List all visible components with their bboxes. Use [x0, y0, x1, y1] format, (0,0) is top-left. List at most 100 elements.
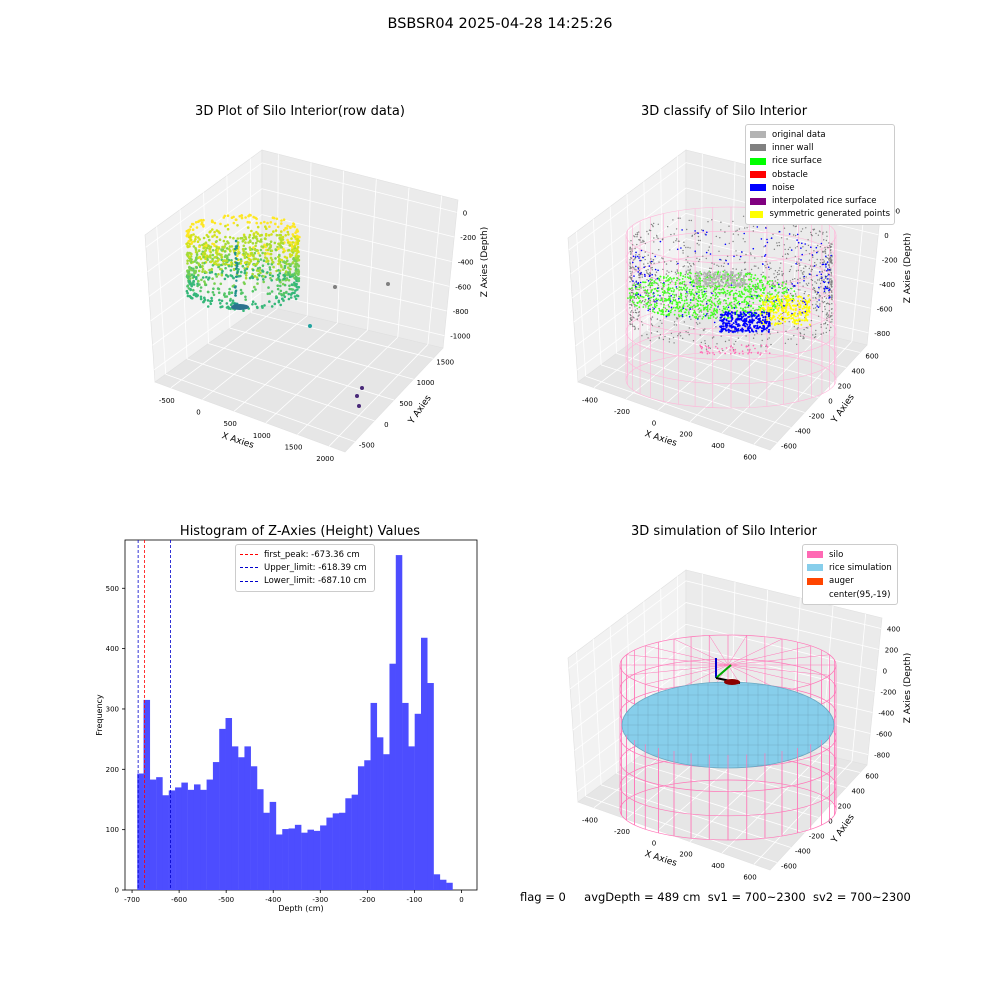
- p1-point: [286, 238, 289, 242]
- p1-point: [277, 247, 280, 250]
- p1-point: [213, 282, 216, 285]
- p1-point: [227, 253, 231, 256]
- p1-point: [195, 277, 198, 281]
- p1-point: [196, 240, 200, 243]
- p1-point: [229, 249, 232, 253]
- p1-point: [224, 266, 227, 270]
- panel1-title: 3D Plot of Silo Interior(row data): [195, 104, 405, 119]
- p1-point: [287, 279, 291, 282]
- p1-point: [213, 221, 217, 225]
- p1-point: [209, 246, 212, 249]
- p1-point: [242, 309, 245, 313]
- p1-point: [244, 241, 247, 244]
- footer-status: flag = 0 avgDepth = 489 cm sv1 = 700~230…: [520, 890, 911, 904]
- p1-point: [244, 237, 248, 241]
- p1-point: [223, 255, 227, 259]
- p1-point: [280, 222, 283, 225]
- p1-point: [194, 221, 198, 224]
- p1-point: [192, 279, 195, 283]
- p1-point: [230, 216, 234, 219]
- p1-point: [243, 269, 247, 272]
- p1-point: [273, 241, 277, 245]
- p1-point: [201, 267, 205, 271]
- p1-point: [211, 277, 214, 281]
- p1-point: [205, 271, 208, 274]
- p1-point: [244, 298, 247, 301]
- p1-point: [266, 292, 270, 296]
- p1-point: [211, 249, 215, 252]
- p1-point: [243, 235, 246, 238]
- p1-point: [229, 307, 232, 311]
- p1-ytick: 1500: [436, 358, 454, 366]
- p1-point: [203, 252, 207, 256]
- p1-point: [268, 300, 271, 303]
- p1-point: [220, 249, 224, 252]
- p1-point: [188, 258, 192, 262]
- p1-point: [252, 258, 255, 261]
- p1-point: [274, 229, 278, 232]
- p1-point: [195, 251, 199, 254]
- p1-point: [185, 229, 189, 233]
- p1-point: [256, 282, 259, 285]
- p1-point: [272, 265, 275, 269]
- p1-point: [276, 225, 280, 229]
- p1-point: [255, 269, 259, 272]
- p1-point: [242, 238, 246, 242]
- p1-point: [254, 288, 257, 291]
- p1-point: [256, 267, 260, 270]
- p1-point: [241, 247, 245, 251]
- p1-point: [280, 238, 283, 242]
- p1-point: [271, 274, 275, 278]
- sv2-text: sv2 = 700~2300: [812, 890, 911, 904]
- p1-point: [283, 255, 287, 259]
- p4-legend-swatch: [807, 551, 823, 559]
- figure-title: BSBSR04 2025-04-28 14:25:26: [387, 16, 613, 32]
- p1-point: [215, 275, 218, 278]
- p1-point: [190, 273, 194, 277]
- p1-point: [231, 285, 235, 288]
- p1-outlier: [386, 282, 390, 286]
- p4-legend-swatch: [807, 591, 823, 599]
- p1-point: [189, 225, 192, 229]
- p1-point: [194, 256, 198, 260]
- p1-point: [195, 261, 199, 264]
- p1-point: [275, 233, 279, 237]
- p1-point: [252, 268, 255, 272]
- p1-point: [235, 289, 238, 292]
- p1-point: [268, 292, 272, 295]
- p1-point: [242, 281, 246, 284]
- p1-point: [262, 259, 266, 263]
- p1-point: [267, 262, 270, 266]
- p1-point: [226, 223, 230, 227]
- p1-point: [279, 264, 283, 267]
- p1-point: [226, 275, 230, 278]
- p1-point: [198, 238, 201, 241]
- p4-xtick: 400: [711, 862, 724, 870]
- p1-point: [253, 248, 257, 251]
- p1-point: [204, 249, 207, 252]
- p1-point: [230, 259, 233, 262]
- p1-point: [253, 235, 256, 238]
- p1-point: [215, 245, 218, 248]
- p1-point: [191, 228, 195, 231]
- p1-point: [293, 295, 297, 298]
- p1-point: [186, 291, 189, 295]
- p1-point: [228, 287, 231, 291]
- p1-point: [280, 219, 283, 222]
- p1-point: [255, 230, 258, 234]
- p1-point: [287, 297, 291, 301]
- p1-outlier: [357, 404, 361, 408]
- p1-point: [206, 255, 210, 258]
- p1-point: [269, 244, 273, 247]
- p1-point: [192, 233, 195, 236]
- p1-point: [194, 235, 197, 239]
- p1-point: [249, 248, 252, 251]
- p1-point: [217, 247, 221, 250]
- p1-point: [221, 269, 224, 273]
- p1-point: [289, 255, 292, 258]
- p1-point: [278, 292, 281, 295]
- p1-point: [232, 276, 235, 280]
- p1-point: [259, 258, 263, 261]
- p1-point: [240, 216, 244, 220]
